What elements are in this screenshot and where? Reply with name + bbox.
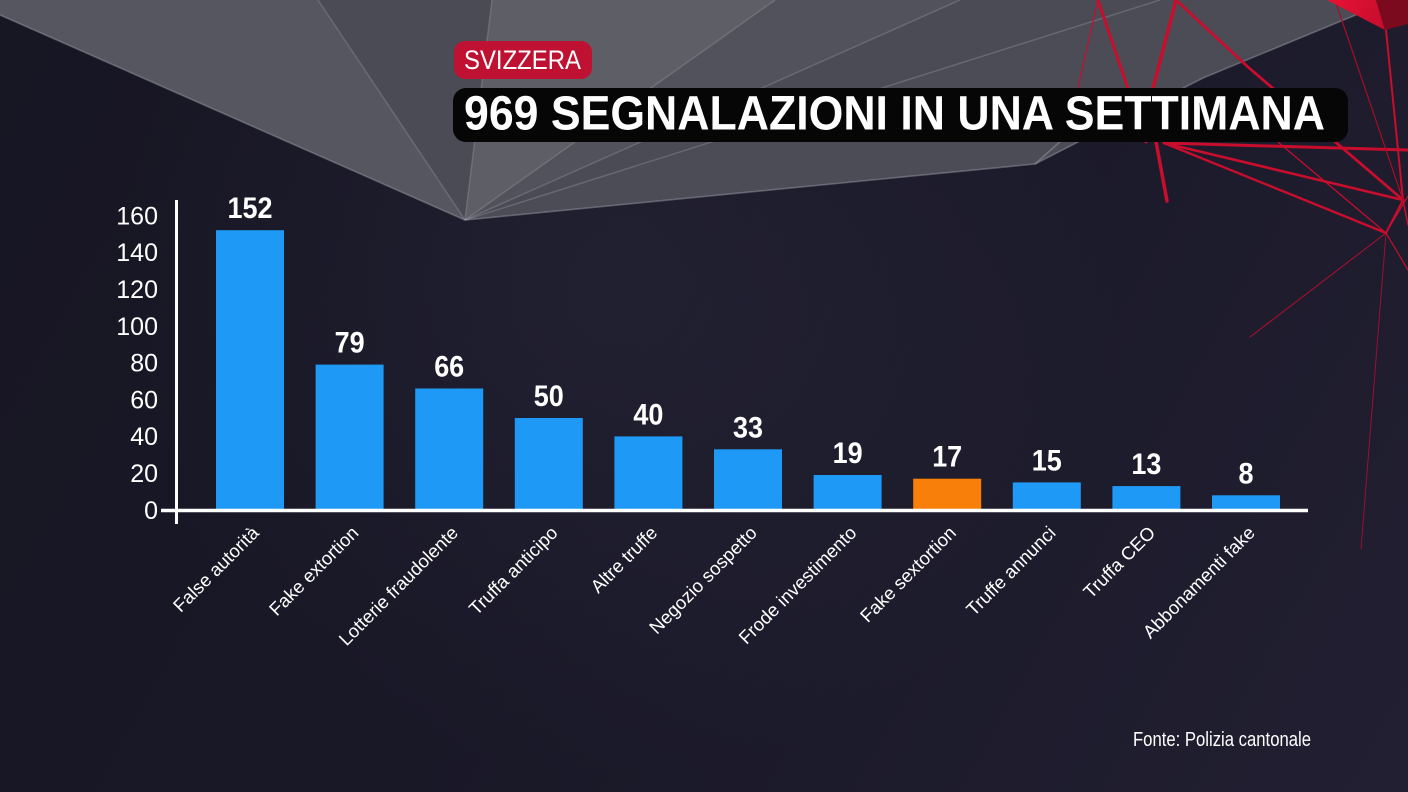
- svg-text:33: 33: [733, 411, 763, 444]
- svg-text:66: 66: [434, 351, 464, 384]
- svg-text:50: 50: [534, 380, 564, 413]
- svg-text:15: 15: [1032, 444, 1062, 477]
- svg-text:0: 0: [144, 497, 158, 525]
- svg-text:79: 79: [335, 327, 365, 360]
- svg-text:40: 40: [130, 423, 158, 451]
- svg-text:20: 20: [130, 460, 158, 488]
- svg-text:120: 120: [116, 276, 158, 304]
- svg-text:40: 40: [633, 398, 663, 431]
- svg-text:19: 19: [833, 437, 863, 470]
- svg-text:152: 152: [228, 192, 273, 225]
- svg-text:60: 60: [130, 386, 158, 414]
- svg-text:160: 160: [116, 202, 158, 230]
- svg-text:969 SEGNALAZIONI IN UNA SETTIM: 969 SEGNALAZIONI IN UNA SETTIMANA: [464, 88, 1325, 141]
- svg-text:140: 140: [116, 239, 158, 267]
- svg-text:17: 17: [932, 441, 962, 474]
- svg-text:100: 100: [116, 313, 158, 341]
- svg-text:SVIZZERA: SVIZZERA: [464, 45, 581, 75]
- svg-text:8: 8: [1239, 457, 1254, 490]
- svg-text:80: 80: [130, 350, 158, 378]
- svg-text:13: 13: [1131, 448, 1161, 481]
- svg-text:Fonte: Polizia cantonale: Fonte: Polizia cantonale: [1133, 729, 1311, 751]
